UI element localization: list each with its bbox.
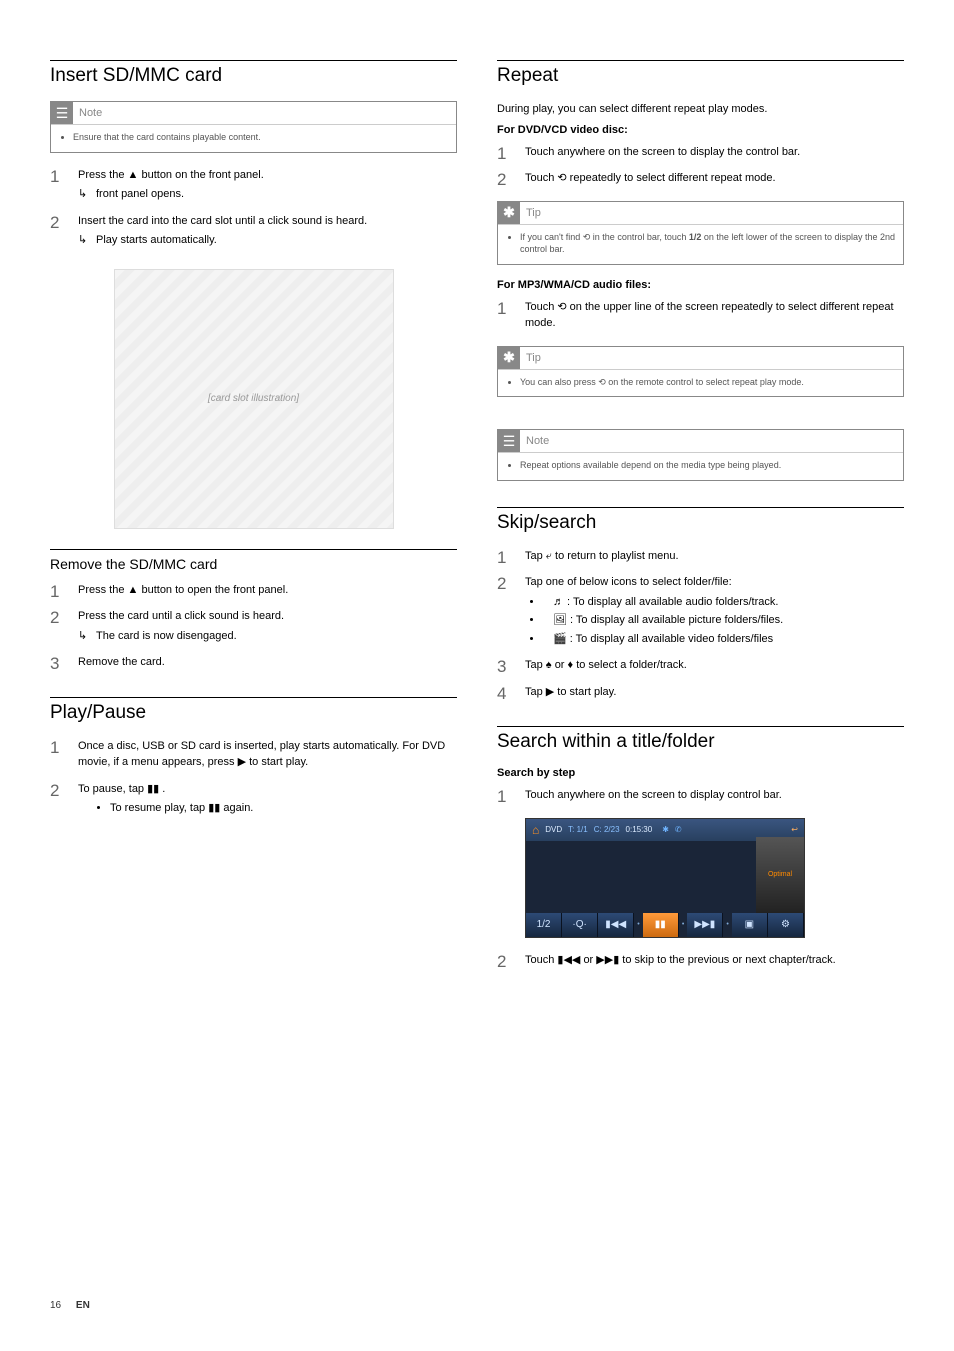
skip-bullet: 🎬 : To display all available video folde… xyxy=(543,631,904,648)
step-text: Tap one of below icons to select folder/… xyxy=(525,576,732,588)
sc-dvd: DVD xyxy=(545,825,562,834)
sc-sep: • xyxy=(723,913,731,937)
heading-search-title: Search within a title/folder xyxy=(497,731,904,753)
note-box-insert: ☰ Note Ensure that the card contains pla… xyxy=(50,101,457,153)
heading-play-pause: Play/Pause xyxy=(50,702,457,724)
repeat-intro: During play, you can select different re… xyxy=(497,101,904,118)
skip-bullet: ♬ : To display all available audio folde… xyxy=(543,594,904,611)
heading-insert-card: Insert SD/MMC card xyxy=(50,65,457,87)
tip-text: If you can't find ⟲ in the control bar, … xyxy=(520,231,895,256)
steps-remove: Press the ▲ button to open the front pan… xyxy=(50,582,457,671)
sc-sep: • xyxy=(679,913,687,937)
steps-play: Once a disc, USB or SD card is inserted,… xyxy=(50,738,457,817)
step-text: Tap ▶ to start play. xyxy=(525,686,616,698)
tip-icon: ✱ xyxy=(498,347,520,369)
sc-time: 0:15:30 xyxy=(626,825,653,834)
steps-insert: Press the ▲ button on the front panel. f… xyxy=(50,167,457,249)
steps-repeat-mp3: Touch ⟲ on the upper line of the screen … xyxy=(497,299,904,332)
step-text: Remove the card. xyxy=(78,656,165,668)
note-icon: ☰ xyxy=(498,430,520,452)
sc-btn-pause: ▮▮ xyxy=(643,913,679,937)
step-text: Touch ⟲ on the upper line of the screen … xyxy=(525,301,894,330)
steps-skip: Tap ⤶ to return to playlist menu. Tap on… xyxy=(497,548,904,701)
page-footer: 16 EN xyxy=(50,1300,904,1311)
repeat-dvd-head: For DVD/VCD video disc: xyxy=(497,124,904,136)
step-text: To pause, tap ▮▮ . xyxy=(78,783,165,795)
step-text: Touch ⟲ repeatedly to select different r… xyxy=(525,172,776,184)
steps-search-2: Touch ▮◀◀ or ▶▶▮ to skip to the previous… xyxy=(497,952,904,969)
tip-box-1: ✱ Tip If you can't find ⟲ in the control… xyxy=(497,201,904,265)
sc-home-icon: ⌂ xyxy=(532,823,539,837)
step-text: Touch anywhere on the screen to display … xyxy=(525,146,800,158)
heading-repeat: Repeat xyxy=(497,65,904,87)
note-text: Ensure that the card contains playable c… xyxy=(73,131,448,144)
control-bar-screenshot: ⌂ DVD T: 1/1 C: 2/23 0:15:30 ✱ ✆ ↩ Optim… xyxy=(525,818,805,938)
card-slot-illustration: [card slot illustration] xyxy=(114,269,394,529)
tip-label: Tip xyxy=(526,207,541,219)
step-sub: front panel opens. xyxy=(78,186,457,203)
search-subhead: Search by step xyxy=(497,767,904,779)
heading-remove-card: Remove the SD/MMC card xyxy=(50,556,457,572)
step-text: Touch ▮◀◀ or ▶▶▮ to skip to the previous… xyxy=(525,954,836,966)
step-text: Tap ♠ or ♦ to select a folder/track. xyxy=(525,659,687,671)
tip-box-2: ✱ Tip You can also press ⟲ on the remote… xyxy=(497,346,904,398)
note-box-repeat: ☰ Note Repeat options available depend o… xyxy=(497,429,904,481)
sc-btn-q: ·Q· xyxy=(562,913,598,937)
sc-back-icon: ↩ xyxy=(791,825,798,834)
skip-bullet: 🖼 : To display all available picture fol… xyxy=(543,612,904,629)
note-icon: ☰ xyxy=(51,102,73,124)
right-column: Repeat During play, you can select diffe… xyxy=(497,60,904,1280)
sc-btn-settings: ⚙ xyxy=(768,913,804,937)
steps-repeat-dvd: Touch anywhere on the screen to display … xyxy=(497,144,904,187)
tip-icon: ✱ xyxy=(498,202,520,224)
page-lang: EN xyxy=(76,1300,90,1311)
step-text: Press the card until a click sound is he… xyxy=(78,610,284,622)
sc-btn-box: ▣ xyxy=(732,913,768,937)
sc-t: T: 1/1 xyxy=(568,825,588,834)
repeat-mp3-head: For MP3/WMA/CD audio files: xyxy=(497,279,904,291)
note-label: Note xyxy=(526,435,549,447)
step-text: Tap ⤶ to return to playlist menu. xyxy=(525,550,679,562)
tip-text: You can also press ⟲ on the remote contr… xyxy=(520,376,895,389)
step-bullet: To resume play, tap ▮▮ again. xyxy=(110,800,457,817)
sc-btn-next: ▶▶▮ xyxy=(687,913,723,937)
sc-phone-icon: ✆ xyxy=(675,825,682,834)
page-number: 16 xyxy=(50,1300,61,1311)
step-sub: Play starts automatically. xyxy=(78,232,457,249)
step-text: Touch anywhere on the screen to display … xyxy=(525,789,782,801)
sc-c: C: 2/23 xyxy=(594,825,620,834)
note-text: Repeat options available depend on the m… xyxy=(520,459,895,472)
sc-optimal-bar: Optimal xyxy=(756,837,804,913)
sc-btn-12: 1/2 xyxy=(526,913,562,937)
sc-btn-prev: ▮◀◀ xyxy=(598,913,634,937)
step-text: Press the ▲ button to open the front pan… xyxy=(78,584,288,596)
heading-skip-search: Skip/search xyxy=(497,512,904,534)
step-text: Press the ▲ button on the front panel. xyxy=(78,169,264,181)
sc-sep: • xyxy=(634,913,642,937)
sc-star-icon: ✱ xyxy=(662,825,669,834)
left-column: Insert SD/MMC card ☰ Note Ensure that th… xyxy=(50,60,457,1280)
tip-label: Tip xyxy=(526,352,541,364)
steps-search: Touch anywhere on the screen to display … xyxy=(497,787,904,804)
note-label: Note xyxy=(79,107,102,119)
step-text: Once a disc, USB or SD card is inserted,… xyxy=(78,740,445,769)
step-sub: The card is now disengaged. xyxy=(78,628,457,645)
step-text: Insert the card into the card slot until… xyxy=(78,215,367,227)
